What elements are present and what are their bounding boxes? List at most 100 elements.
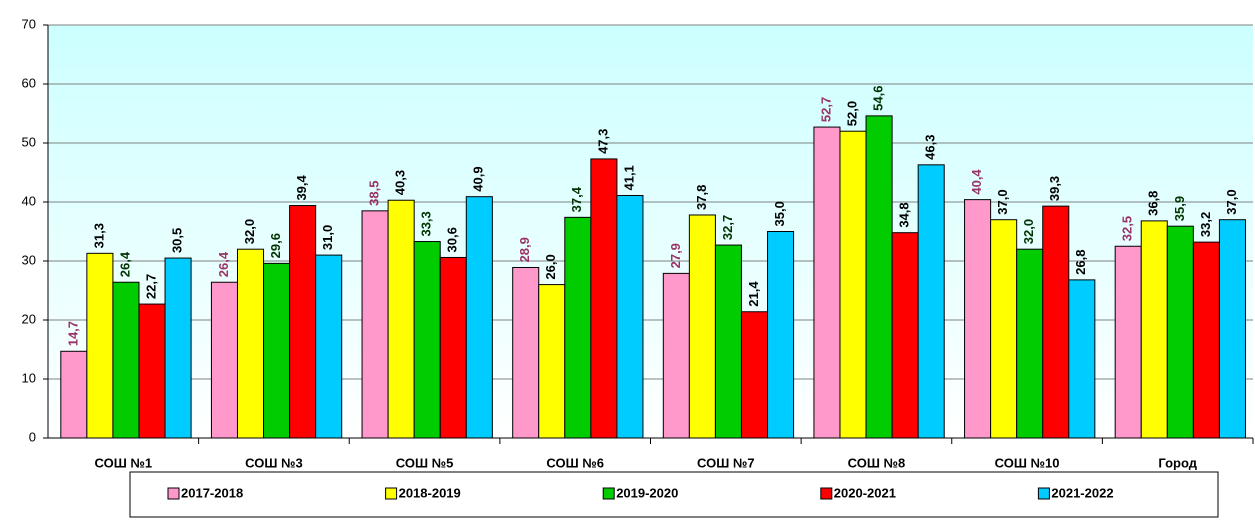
x-tick-label: СОШ №1	[95, 455, 153, 470]
bar	[662, 272, 690, 439]
value-label: 35,9	[1172, 196, 1187, 221]
x-tick-label: Город	[1158, 455, 1197, 470]
legend-label: 2017-2018	[181, 485, 243, 500]
bar	[263, 262, 291, 439]
value-label: 40,4	[969, 169, 984, 195]
value-label: 39,3	[1047, 176, 1062, 201]
legend-label: 2018-2019	[399, 485, 461, 500]
value-label: 37,4	[569, 186, 584, 212]
value-label: 33,3	[419, 211, 434, 236]
value-label: 36,8	[1146, 191, 1161, 216]
bar	[138, 303, 166, 439]
x-tick-label: СОШ №3	[245, 455, 303, 470]
bar	[564, 216, 592, 439]
bar	[740, 311, 769, 439]
value-label: 40,3	[393, 170, 408, 195]
bar	[767, 231, 795, 439]
bar	[413, 241, 441, 439]
y-tick-label: 10	[22, 370, 36, 385]
bar	[891, 232, 919, 439]
legend-swatch	[820, 487, 833, 500]
bar	[1114, 245, 1142, 439]
y-tick-label: 30	[22, 252, 36, 267]
y-tick-label: 50	[22, 134, 36, 149]
legend-swatch	[1037, 487, 1050, 500]
bar	[538, 284, 566, 439]
bar	[361, 210, 389, 439]
bar	[1042, 205, 1070, 439]
bar	[210, 281, 238, 439]
bar	[465, 196, 493, 439]
bar	[1192, 241, 1220, 439]
value-label: 32,0	[1021, 219, 1036, 244]
bar	[1016, 248, 1044, 439]
legend-swatch	[602, 487, 615, 500]
x-tick-label: СОШ №5	[396, 455, 454, 470]
value-label: 26,4	[216, 251, 231, 277]
bar	[236, 248, 265, 439]
value-label: 26,0	[543, 254, 558, 279]
legend-swatch	[167, 487, 180, 500]
value-label: 32,7	[720, 215, 735, 240]
x-tick-label: СОШ №8	[848, 455, 906, 470]
bar	[1140, 220, 1168, 439]
value-label: 38,5	[367, 181, 382, 206]
bar	[917, 164, 945, 439]
bar	[590, 158, 618, 439]
bar	[439, 256, 467, 439]
y-tick-label: 0	[29, 429, 36, 444]
bar	[714, 244, 742, 439]
value-label: 33,2	[1198, 212, 1213, 237]
bar	[1166, 225, 1194, 439]
bar	[990, 219, 1018, 439]
bar	[616, 195, 644, 439]
bar	[164, 257, 192, 439]
x-tick-label: СОШ №7	[697, 455, 755, 470]
bar	[865, 115, 893, 439]
legend-box	[129, 471, 1219, 518]
bar	[964, 199, 992, 439]
value-label: 31,3	[91, 223, 106, 248]
legend-label: 2020-2021	[834, 485, 896, 500]
value-label: 35,0	[772, 201, 787, 226]
value-label: 37,0	[995, 189, 1010, 214]
bar	[512, 266, 540, 439]
x-tick-label: СОШ №6	[546, 455, 604, 470]
bar	[1218, 219, 1246, 439]
legend-label: 2021-2022	[1051, 485, 1113, 500]
value-label: 26,4	[117, 251, 132, 277]
x-tick-label: СОШ №10	[995, 455, 1060, 470]
value-label: 46,3	[923, 135, 938, 160]
value-label: 32,5	[1120, 216, 1135, 241]
value-label: 26,8	[1073, 250, 1088, 275]
y-tick-label: 70	[22, 16, 36, 31]
value-label: 31,0	[320, 225, 335, 250]
bar	[112, 281, 140, 439]
value-label: 54,6	[871, 86, 886, 111]
value-label: 14,7	[65, 321, 80, 346]
value-label: 30,5	[170, 228, 185, 253]
value-label: 52,0	[844, 101, 859, 126]
legend-label: 2019-2020	[616, 485, 678, 500]
y-tick-label: 40	[22, 193, 36, 208]
bar	[1068, 279, 1096, 439]
bar	[813, 126, 841, 439]
value-label: 47,3	[595, 129, 610, 154]
y-tick-label: 60	[22, 75, 36, 90]
value-label: 39,4	[294, 174, 309, 200]
value-label: 22,7	[143, 274, 158, 299]
bar	[86, 252, 114, 439]
bar	[688, 214, 716, 439]
bar	[60, 350, 88, 439]
bar	[839, 130, 867, 439]
bar	[387, 199, 415, 439]
value-label: 28,9	[517, 237, 532, 262]
value-label: 40,9	[471, 166, 486, 191]
value-label: 52,7	[818, 97, 833, 122]
bar	[315, 254, 343, 439]
value-label: 37,8	[694, 185, 709, 210]
bar	[289, 205, 317, 439]
value-label: 41,1	[621, 165, 636, 190]
value-label: 34,8	[897, 202, 912, 227]
